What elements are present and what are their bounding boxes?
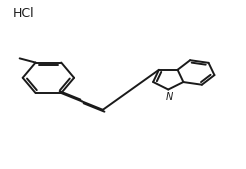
Text: HCl: HCl bbox=[13, 7, 34, 20]
Text: N: N bbox=[165, 92, 173, 102]
